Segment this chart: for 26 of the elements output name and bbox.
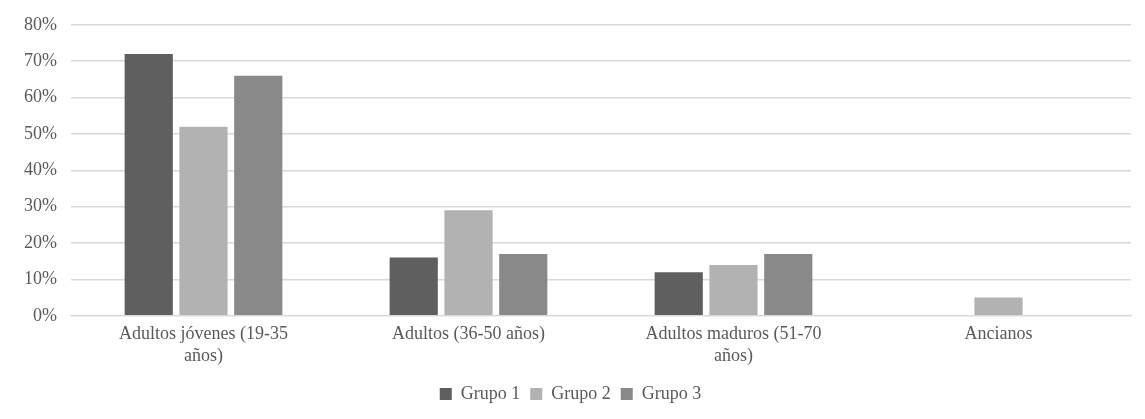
x-tick-label: Ancianos xyxy=(964,323,1033,344)
y-tick-label: 40% xyxy=(23,159,57,180)
bar xyxy=(179,126,228,316)
x-tick-label: Adultos jóvenes (19-35 años) xyxy=(119,323,288,366)
y-tick-label: 10% xyxy=(23,268,57,289)
bar xyxy=(654,272,703,316)
y-tick-label: 80% xyxy=(23,13,57,34)
y-tick-label: 60% xyxy=(23,86,57,107)
x-tick-label: Adultos (36-50 años) xyxy=(392,323,545,345)
bar xyxy=(974,297,1023,316)
legend-label: Grupo 1 xyxy=(460,382,521,403)
bar xyxy=(499,253,548,316)
y-tick-label: 20% xyxy=(23,231,57,252)
legend-label: Grupo 2 xyxy=(551,382,611,403)
bar xyxy=(234,75,283,316)
y-tick-label: 70% xyxy=(23,49,57,70)
legend-label: Grupo 3 xyxy=(641,382,702,403)
bar xyxy=(444,210,493,316)
bar xyxy=(764,253,813,316)
bar xyxy=(709,264,758,316)
x-tick-label: Adultos maduros (51-70 años) xyxy=(645,323,822,366)
y-tick-label: 30% xyxy=(23,195,57,216)
y-tick-label: 50% xyxy=(23,122,57,143)
bar xyxy=(124,53,173,316)
y-tick-label: 0% xyxy=(32,304,57,325)
bar xyxy=(389,257,438,316)
